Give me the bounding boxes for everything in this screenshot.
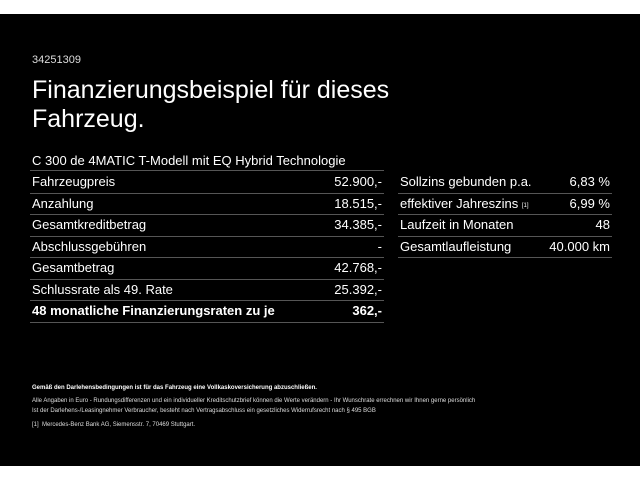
table-row: effektiver Jahreszins [1] 6,99 %	[398, 194, 612, 215]
insurance-note: Gemäß den Darlehensbedingungen ist für d…	[32, 385, 317, 391]
table-row: Gesamtlaufleistung 40.000 km	[398, 237, 612, 258]
table-row: Gesamtkreditbetrag 34.385,-	[30, 215, 384, 237]
footnote-ref: [1]	[521, 202, 529, 209]
row-value: -	[377, 238, 382, 254]
row-value: 40.000 km	[549, 238, 610, 254]
disclaimer-line: Alle Angaben in Euro - Rundungsdifferenz…	[32, 397, 476, 404]
table-row: Schlussrate als 49. Rate 25.392,-	[30, 280, 384, 301]
financing-table: Fahrzeugpreis 52.900,- Anzahlung 18.515,- …	[30, 172, 384, 323]
row-value: 18.515,-	[334, 195, 382, 211]
row-value: 48	[595, 217, 610, 232]
footnote: [1] Mercedes-Benz Bank AG, Siemensstr. 7…	[32, 420, 622, 431]
legal-notes: Gemäß den Darlehensbedingungen ist für d…	[32, 383, 622, 430]
interest-table: Sollzins gebunden p.a. 6,83 % effektiver …	[398, 172, 612, 258]
label-text: effektiver Jahreszins	[400, 195, 519, 211]
row-label: Gesamtlaufleistung	[400, 238, 512, 254]
table-row: Laufzeit in Monaten 48	[398, 215, 612, 237]
footnote-text: Mercedes-Benz Bank AG, Siemensstr. 7, 70…	[42, 421, 196, 428]
row-label: Laufzeit in Monaten	[400, 217, 514, 232]
row-value: 6,83 %	[569, 174, 610, 189]
monthly-rate-row: 48 monatliche Finanzierungsraten zu je 36…	[30, 301, 384, 323]
row-label: Gesamtbetrag	[32, 260, 115, 275]
table-row: Sollzins gebunden p.a. 6,83 %	[398, 172, 612, 194]
row-label: Schlussrate als 49. Rate	[32, 281, 173, 297]
page-title: Finanzierungsbeispiel für dieses Fahrzeu…	[32, 76, 390, 133]
row-label: Anzahlung	[32, 195, 94, 211]
table-row: Anzahlung 18.515,-	[30, 194, 384, 215]
financing-panel: 34251309 Finanzierungsbeispiel für diese…	[0, 14, 640, 466]
table-row: Gesamtbetrag 42.768,-	[30, 258, 384, 280]
row-label: Gesamtkreditbetrag	[32, 217, 147, 232]
footnote-mark: [1]	[32, 421, 39, 428]
row-label: Fahrzeugpreis	[32, 174, 116, 189]
row-label: Sollzins gebunden p.a.	[400, 174, 532, 189]
model-name: C 300 de 4MATIC T-Modell mit EQ Hybrid T…	[30, 151, 384, 171]
row-value: 362,-	[352, 303, 382, 318]
disclaimer-line: Ist der Darlehens-/Leasingnehmer Verbrau…	[32, 408, 376, 414]
row-value: 42.768,-	[334, 260, 382, 275]
table-row: Abschlussgebühren -	[30, 237, 384, 258]
row-value: 52.900,-	[334, 174, 382, 189]
offer-id: 34251309	[32, 54, 81, 66]
table-row: Fahrzeugpreis 52.900,-	[30, 172, 384, 194]
row-label: 48 monatliche Finanzierungsraten zu je	[32, 303, 275, 318]
row-value: 6,99 %	[569, 195, 610, 211]
row-value: 25.392,-	[334, 281, 382, 297]
row-value: 34.385,-	[334, 217, 382, 232]
row-label: effektiver Jahreszins [1]	[400, 194, 529, 215]
row-label: Abschlussgebühren	[32, 238, 147, 254]
